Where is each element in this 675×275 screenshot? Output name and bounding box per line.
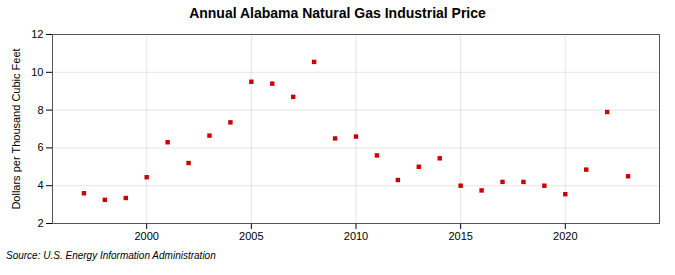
svg-text:8: 8 (37, 104, 43, 116)
svg-text:2000: 2000 (134, 230, 158, 242)
svg-text:2015: 2015 (448, 230, 472, 242)
svg-text:2010: 2010 (344, 230, 368, 242)
svg-text:6: 6 (37, 141, 43, 153)
svg-text:Dollars per Thousand Cubic Fee: Dollars per Thousand Cubic Feet (10, 48, 22, 209)
html-text:Annual Alabama Natural Gas Ind: Annual Alabama Natural Gas Industrial Pr… (189, 5, 486, 21)
svg-text:2005: 2005 (239, 230, 263, 242)
html-text:Source: U.S. Energy Informatio: Source: U.S. Energy Information Administ… (6, 250, 216, 261)
svg-text:4: 4 (37, 179, 43, 191)
svg-text:2020: 2020 (553, 230, 577, 242)
svg-text:12: 12 (31, 28, 43, 40)
svg-text:2: 2 (37, 217, 43, 229)
svg-text:10: 10 (31, 66, 43, 78)
